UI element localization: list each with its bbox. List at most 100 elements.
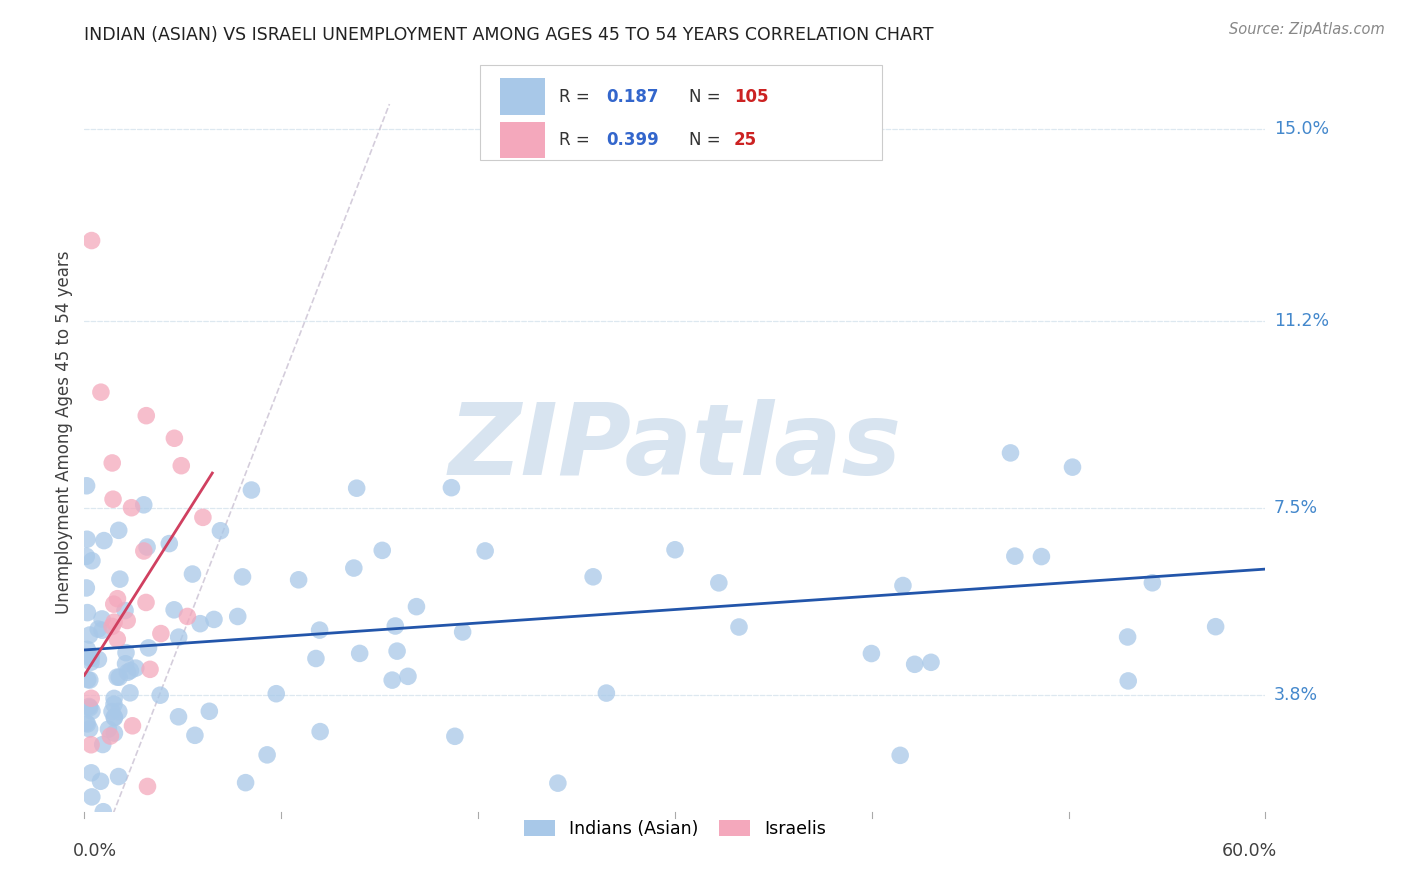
Point (79, 722, 101, 736)
Point (76, 606, 98, 620)
Point (1004, 549, 1026, 563)
Point (132, 544, 155, 558)
Point (138, 640, 160, 655)
Point (103, 597, 125, 611)
Point (1031, 549, 1053, 564)
Point (125, 661, 148, 675)
Point (135, 409, 157, 423)
Point (76, 642, 98, 657)
Point (191, 510, 214, 524)
Point (107, 591, 129, 606)
Point (121, 719, 143, 733)
Point (547, 776, 569, 790)
Point (80, 738, 103, 752)
Bar (501, 78, 546, 115)
Point (889, 748, 911, 763)
Bar (501, 122, 546, 159)
Point (157, 536, 180, 550)
Point (235, 775, 257, 789)
Point (101, 456, 124, 470)
Point (474, 544, 496, 558)
Point (860, 647, 883, 661)
Point (80, 704, 103, 718)
Point (396, 669, 419, 683)
Point (90, 385, 112, 400)
Point (108, 572, 131, 586)
Point (226, 609, 249, 624)
Point (595, 686, 617, 700)
Point (107, 770, 129, 784)
Point (80, 234, 103, 248)
Point (97, 722, 120, 736)
Point (1000, 446, 1022, 460)
Point (451, 625, 474, 640)
Point (80, 655, 103, 669)
Text: 0.399: 0.399 (606, 131, 659, 149)
Point (103, 691, 125, 706)
Text: 0.0%: 0.0% (73, 842, 117, 860)
Point (1116, 673, 1139, 688)
Text: 60.0%: 60.0% (1222, 842, 1277, 860)
Point (149, 688, 172, 702)
Text: 3.8%: 3.8% (1274, 687, 1317, 705)
Point (76, 673, 98, 687)
Point (120, 664, 142, 678)
Point (93, 533, 115, 548)
Point (91, 624, 114, 638)
Point (91, 612, 114, 626)
Point (77, 699, 100, 714)
Point (75, 549, 97, 564)
Point (176, 609, 198, 624)
Point (707, 575, 730, 590)
Point (114, 603, 136, 617)
Text: 15.0%: 15.0% (1274, 120, 1329, 138)
Point (136, 540, 159, 554)
Point (80, 765, 103, 780)
Point (80, 554, 103, 568)
Point (384, 619, 406, 633)
Point (80, 650, 103, 665)
Text: 7.5%: 7.5% (1274, 500, 1317, 517)
Point (170, 458, 193, 473)
Point (264, 687, 287, 701)
Point (87, 622, 110, 636)
Text: N =: N = (689, 131, 725, 149)
Point (105, 670, 128, 684)
Point (167, 630, 190, 644)
Point (163, 431, 186, 445)
Point (75, 581, 97, 595)
Point (184, 728, 207, 742)
Point (349, 647, 371, 661)
Point (440, 481, 463, 495)
Point (256, 747, 278, 762)
Point (135, 595, 157, 609)
Point (132, 498, 155, 512)
Point (101, 492, 124, 507)
Point (891, 578, 914, 592)
Text: ZIPatlas: ZIPatlas (449, 400, 901, 496)
Point (343, 561, 366, 575)
Legend: Indians (Asian), Israelis: Indians (Asian), Israelis (517, 813, 832, 845)
Point (89, 774, 111, 789)
Point (103, 698, 125, 712)
Point (664, 542, 686, 557)
Text: 11.2%: 11.2% (1274, 312, 1329, 330)
Point (75, 715, 97, 730)
Point (1116, 630, 1139, 644)
Point (381, 673, 404, 687)
Point (231, 570, 253, 584)
Point (309, 724, 332, 739)
Point (103, 615, 125, 629)
Point (1205, 620, 1227, 634)
Point (80, 691, 103, 706)
Point (115, 614, 138, 628)
Point (163, 603, 186, 617)
Point (305, 651, 328, 665)
Point (87, 652, 110, 666)
Point (136, 780, 159, 794)
FancyBboxPatch shape (479, 65, 882, 160)
Point (1062, 460, 1084, 475)
Text: 0.187: 0.187 (606, 87, 659, 105)
Point (209, 524, 232, 538)
Point (149, 626, 172, 640)
